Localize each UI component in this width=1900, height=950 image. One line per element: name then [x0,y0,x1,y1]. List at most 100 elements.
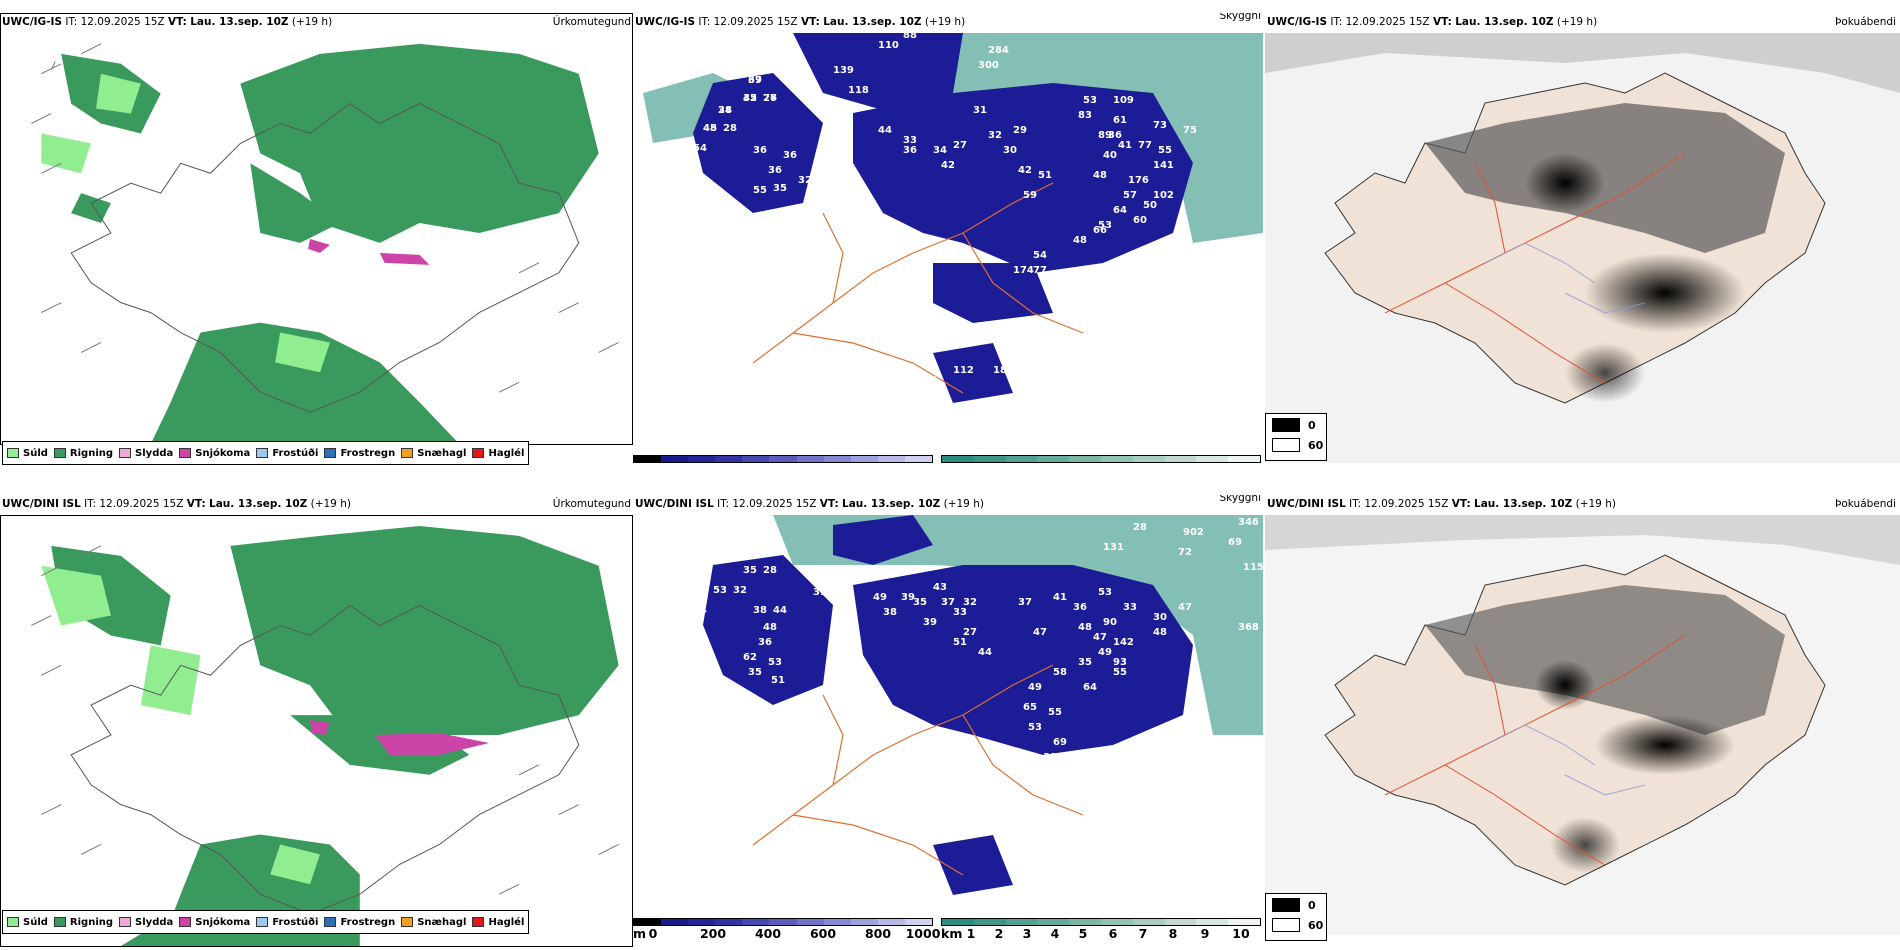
cloud-base-label: 141 [933,400,954,411]
fog-legend: 0 60 [1265,893,1327,941]
fog-legend: 0 60 [1265,413,1327,461]
cloud-base-label: 65 [1023,702,1037,713]
cloud-base-label: 110 [878,40,899,51]
cloud-base-label: 43 [933,582,947,593]
cloud-base-label: 36 [1073,602,1087,613]
cloud-base-label: 41 [1053,592,1067,603]
iceland-coast [70,102,580,413]
legend-swatch [119,448,132,458]
cloud-base-label: 48 [1078,622,1092,633]
legend-item: Haglél [472,448,524,459]
legend-item: Frostregn [324,917,395,928]
cloud-base-label: 32 [988,130,1002,141]
fog-map [1265,33,1900,463]
cloud-base-label: 53 [1098,220,1112,231]
cloud-base-label: 49 [1098,647,1112,658]
visibility-km-colorbar: km 1 2 3 4 5 6 7 8 9 10 [941,918,1261,941]
legend-swatch [179,917,192,927]
cloud-base-label: 109 [1113,95,1134,106]
cloud-base-label: 144 [913,395,934,406]
cloud-base-label: 42 [1018,165,1032,176]
visibility-panel-top: UWC/IG-IS IT: 12.09.2025 15Z VT: Lau. 13… [633,13,1263,465]
cloud-base-label: 42 [803,200,817,211]
panel-type-label: Þokuábendi [1835,16,1896,28]
legend-swatch [7,448,19,458]
iceland-roads [752,182,1084,394]
iceland-roads [752,664,1084,876]
cloud-base-label: 36 [1108,130,1122,141]
fog-panel-bottom: UWC/DINI ISL IT: 12.09.2025 15Z VT: Lau.… [1265,495,1900,947]
cloud-base-label: 55 [1158,145,1172,156]
legend-swatch [401,448,414,458]
legend-swatch [53,448,66,458]
cloud-base-label: 51 [953,637,967,648]
cloud-base-label: 127 [673,677,694,688]
cloud-base-label: 42 [813,727,827,738]
cloud-base-label: 41 [1118,140,1132,151]
cloud-base-label: 36 [903,145,917,156]
legend-swatch [401,917,414,927]
cloud-base-label: 48 [1093,170,1107,181]
legend-item: Frostúði [256,917,318,928]
wind-barbs [31,43,619,393]
cloud-base-label: 73 [1153,120,1167,131]
cloud-base-label: 69 [1053,737,1067,748]
cloud-base-label: 180 [993,365,1014,376]
legend-swatch [472,448,485,458]
cloud-base-label: 31 [973,105,987,116]
cloud-base-label: 38 [753,605,767,616]
cloud-base-label: 284 [988,45,1009,56]
cloud-base-label: 176 [1128,175,1149,186]
cloud-base-label: 30 [1153,612,1167,623]
fog-panel-top: UWC/IG-IS IT: 12.09.2025 15Z VT: Lau. 13… [1265,13,1900,465]
cloud-base-label: 36 [783,150,797,161]
cloud-base-label: 346 [1238,517,1259,528]
cloud-base-label: 34 [933,145,947,156]
cloud-base-label: 118 [848,85,869,96]
legend-item: Súld [7,448,48,459]
cloud-base-label: 39 [1068,752,1082,763]
cloud-base-label: 58 [1053,667,1067,678]
cloud-base-label: 28 [718,105,732,116]
sea-fog [773,515,1263,735]
cloud-base-label: 115 [1243,562,1263,573]
panel-header: UWC/IG-IS IT: 12.09.2025 15Z VT: Lau. 13… [2,16,333,28]
snow-areas [308,238,430,265]
legend-swatch [472,917,485,927]
cloud-base-label: 38 [883,607,897,618]
cloud-base-label: 28 [763,565,777,576]
cloud-base-label: 48 [1073,235,1087,246]
rain-areas [61,43,599,444]
cloud-base-label: 47 [1093,632,1107,643]
cloud-base-label: 50 [1143,200,1157,211]
cloud-base-label: 54 [1033,250,1047,261]
cloud-base-label: 32 [963,597,977,608]
precip-panel-bottom: UWC/DINI ISL IT: 12.09.2025 15Z VT: Lau.… [0,495,633,947]
drizzle-areas [41,565,320,885]
panel-header: UWC/IG-IS IT: 12.09.2025 15Z VT: Lau. 13… [1267,16,1598,28]
wind-barbs [31,545,619,895]
cloud-base-label: 85 [873,722,887,733]
cloud-base-label: 102 [1153,190,1174,201]
cloud-base-label: 64 [1083,682,1097,693]
cloud-base-label: 53 [1028,722,1042,733]
cloud-base-label: 60 [1133,215,1147,226]
cloud-base-label: 36 [768,165,782,176]
visibility-m-colorbar: m 0 200 400 600 800 1000 [633,455,940,465]
cloud-base-label: 34 [718,105,732,116]
cloud-base-label: 55 [753,185,767,196]
cloud-base-label: 27 [763,93,777,104]
cloud-base-label: 53 [713,585,727,596]
cloud-base-label: 44 [773,605,787,616]
cloud-base-label: 63 [918,752,932,763]
cloud-base-label: 27 [963,627,977,638]
cloud-base-label: 39 [923,617,937,628]
cloud-base-label: 35 [743,565,757,576]
cloud-base-label: 35 [1078,657,1092,668]
cloud-base-label: 55 [1048,707,1062,718]
cloud-base-label: 31 [813,587,827,598]
cloud-base-label: 61 [1113,115,1127,126]
fog-map [1265,515,1900,935]
cloud-base-label: 33 [1123,602,1137,613]
cloud-base-label: 36 [758,637,772,648]
